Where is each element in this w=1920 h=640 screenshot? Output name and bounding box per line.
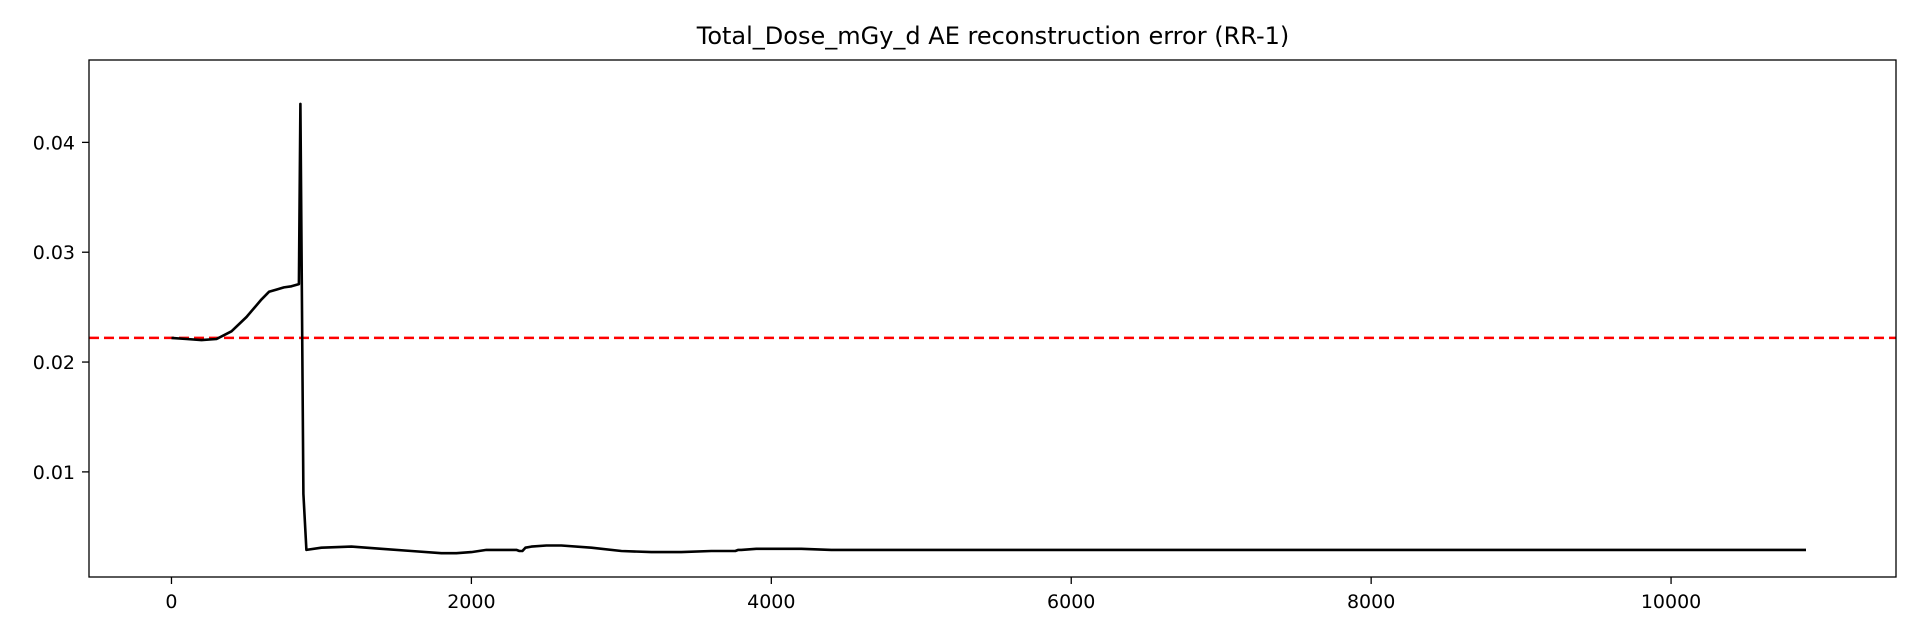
chart-title: Total_Dose_mGy_d AE reconstruction error… <box>696 22 1290 50</box>
series-line-reconstruction-error <box>171 102 1806 555</box>
x-tick-label: 6000 <box>1047 591 1095 613</box>
y-tick-label: 0.02 <box>33 352 75 374</box>
x-axis: 0 2000 4000 6000 8000 10000 <box>165 577 1701 613</box>
x-tick-label: 0 <box>165 591 177 613</box>
y-axis: 0.01 0.02 0.03 0.04 <box>33 132 89 484</box>
x-tick-label: 2000 <box>447 591 495 613</box>
y-tick-label: 0.04 <box>33 132 75 154</box>
x-tick-label: 8000 <box>1347 591 1395 613</box>
y-tick-label: 0.01 <box>33 462 75 484</box>
y-tick-label: 0.03 <box>33 242 75 264</box>
plot-frame <box>88 59 1897 578</box>
x-tick-label: 4000 <box>747 591 795 613</box>
x-tick-label: 10000 <box>1641 591 1701 613</box>
